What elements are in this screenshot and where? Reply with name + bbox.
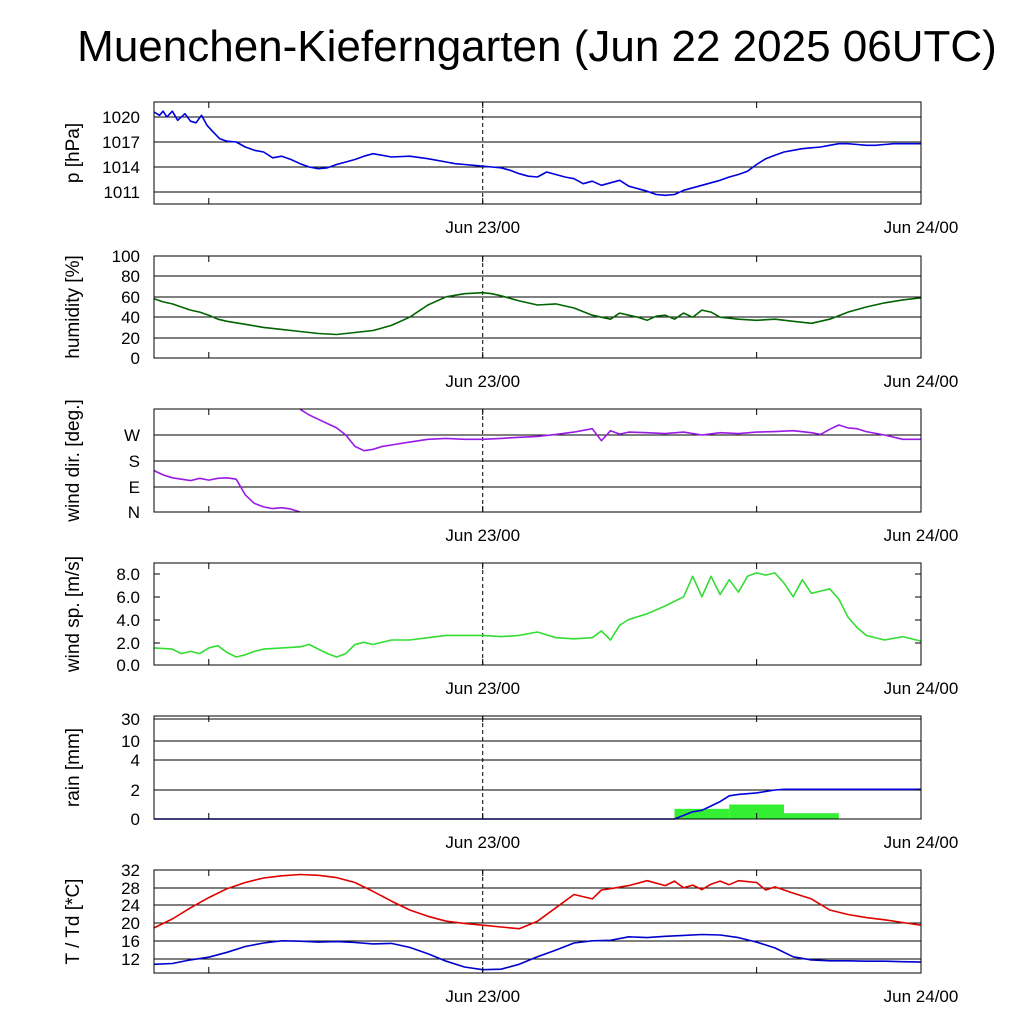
temperature-y-axis-label: T / Td [*C] (63, 879, 84, 965)
rain-bar (784, 813, 839, 819)
pressure-panel: 1011 1014 1017 1020 p [hPa] Jun 23/00 Jun 24/0… (63, 101, 959, 237)
chart-title: Muenchen-Kieferngarten (Jun 22 2025 06UT… (77, 22, 997, 71)
wind-speed-y-tick-label: 6.0 (116, 588, 140, 607)
rain-y-tick-label: 0 (131, 810, 140, 829)
wind-speed-x-tick-label: Jun 23/00 (445, 679, 520, 698)
pressure-y-axis-label: p [hPa] (63, 123, 84, 183)
rain-bar (729, 804, 785, 819)
wind-direction-y-tick-label: W (124, 426, 140, 445)
temperature-y-tick-label: 16 (121, 932, 140, 951)
rain-y-tick-label: 2 (131, 781, 140, 800)
wind-speed-series-line (153, 572, 922, 658)
humidity-x-tick-label: Jun 24/00 (884, 372, 959, 391)
rain-series-line (154, 788, 921, 820)
wind-direction-series-line (299, 408, 921, 452)
pressure-x-tick-label: Jun 24/00 (884, 218, 959, 237)
wind-direction-y-tick-label: N (128, 503, 140, 522)
humidity-y-tick-label: 80 (121, 267, 140, 286)
pressure-series-line (153, 110, 921, 197)
humidity-y-tick-label: 20 (121, 329, 140, 348)
temperature-y-tick-label: 32 (121, 861, 140, 880)
wind-speed-y-tick-label: 0.0 (116, 656, 140, 675)
wind-direction-y-tick-label: S (129, 452, 140, 471)
wind-speed-y-tick-label: 2.0 (116, 634, 140, 653)
temperature-y-tick-label: 20 (121, 914, 140, 933)
wind-speed-panel: 0.0 2.0 4.0 6.0 8.0 wind sp. [m/s] Jun 23/00 Ju… (63, 556, 958, 698)
wind-direction-x-tick-label: Jun 23/00 (445, 526, 520, 545)
wind-direction-x-tick-label: Jun 24/00 (884, 526, 959, 545)
temperature-series-line (153, 873, 922, 930)
humidity-series-line (153, 291, 922, 336)
rain-y-tick-label: 30 (121, 710, 140, 729)
temperature-frame (153, 869, 922, 974)
temperature-x-tick-label: Jun 23/00 (445, 987, 520, 1006)
temperature-series-line (153, 933, 922, 971)
humidity-y-tick-label: 40 (121, 308, 140, 327)
rain-bar (674, 808, 730, 819)
rain-y-tick-label: 4 (131, 751, 140, 770)
rain-x-tick-label: Jun 23/00 (445, 833, 520, 852)
wind-direction-series-line (153, 469, 301, 513)
rain-frame (153, 715, 922, 820)
temperature-y-tick-label: 24 (121, 896, 140, 915)
humidity-y-tick-label: 100 (112, 247, 140, 266)
wind-direction-y-tick-label: E (129, 478, 140, 497)
wind-speed-x-tick-label: Jun 24/00 (884, 679, 959, 698)
wind-speed-y-axis-label: wind sp. [m/s] (63, 556, 84, 673)
rain-x-tick-label: Jun 24/00 (884, 833, 959, 852)
humidity-x-tick-label: Jun 23/00 (445, 372, 520, 391)
rain-y-tick-label: 10 (121, 732, 140, 751)
rain-y-axis-label: rain [mm] (63, 728, 84, 807)
temperature-x-tick-label: Jun 24/00 (884, 987, 959, 1006)
pressure-x-tick-label: Jun 23/00 (445, 218, 520, 237)
humidity-y-tick-label: 0 (131, 349, 140, 368)
pressure-frame (153, 101, 922, 205)
temperature-y-tick-label: 28 (121, 879, 140, 898)
pressure-y-tick-label: 1017 (102, 133, 140, 152)
wind-speed-y-tick-label: 8.0 (116, 565, 140, 584)
humidity-frame (153, 255, 922, 359)
wind-direction-y-axis-label: wind dir. [deg.] (63, 399, 84, 523)
humidity-y-tick-label: 60 (121, 288, 140, 307)
temperature-y-tick-label: 12 (121, 950, 140, 969)
pressure-y-tick-label: 1014 (102, 158, 140, 177)
pressure-y-tick-label: 1020 (102, 108, 140, 127)
humidity-y-axis-label: humidity [%] (63, 255, 84, 358)
pressure-y-tick-label: 1011 (103, 183, 140, 202)
wind-speed-frame (153, 562, 922, 666)
wind-speed-y-tick-label: 4.0 (116, 611, 140, 630)
rain-panel: 0 2 410 30 rain [mm] Jun 23/00 Jun 24/00 (63, 710, 958, 852)
